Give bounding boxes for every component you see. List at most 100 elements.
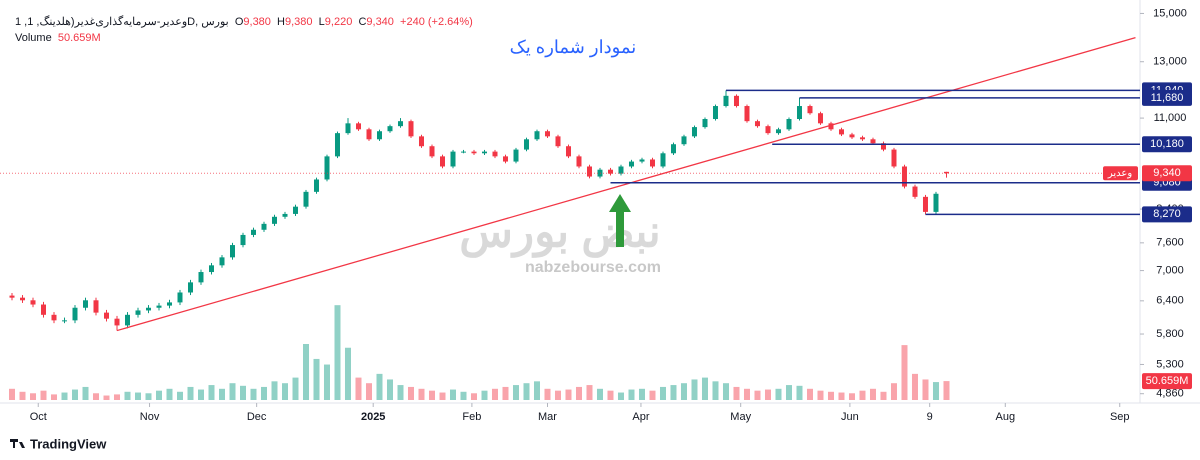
volume-bar: [376, 373, 383, 400]
volume-line: Volume 50.659M: [15, 30, 473, 46]
volume-bar: [491, 388, 498, 400]
volume-bar: [260, 386, 267, 400]
volume-bar: [61, 392, 68, 400]
candle-body: [62, 320, 68, 322]
y-tick-label: 13,000: [1153, 56, 1187, 68]
volume-bar: [670, 385, 677, 400]
x-tick-label: Aug: [995, 411, 1015, 423]
volume-bar: [145, 393, 152, 400]
volume-bar: [565, 389, 572, 400]
candle-body: [187, 282, 193, 293]
candle-body: [418, 136, 424, 147]
candle-body: [292, 206, 298, 214]
candle-body: [397, 121, 403, 127]
volume-bar: [607, 390, 614, 400]
candle-body: [376, 131, 382, 140]
h-key: H: [277, 16, 285, 28]
candle-body: [145, 307, 151, 311]
volume-bar: [502, 386, 509, 400]
x-tick-label: May: [730, 411, 751, 423]
volume-bar: [523, 383, 530, 400]
volume-bar: [239, 385, 246, 400]
x-tick-label: Feb: [462, 411, 481, 423]
x-tick-label: Nov: [140, 411, 160, 423]
volume-bar: [9, 388, 16, 400]
candle-body: [20, 297, 26, 301]
candle-body: [586, 166, 592, 177]
volume-bar: [806, 388, 813, 400]
volume-bar: [166, 388, 173, 400]
arrow-up: [609, 194, 631, 247]
volume-bar: [386, 379, 393, 400]
volume-bar: [418, 388, 425, 400]
candle-body: [765, 126, 771, 134]
candle-body: [870, 139, 876, 144]
volume-bar: [439, 392, 446, 400]
volume-bar: [30, 393, 37, 400]
candle-body: [366, 129, 372, 140]
candle-body: [313, 179, 319, 192]
y-tick-label: 7,600: [1156, 237, 1184, 249]
candle-body: [355, 123, 361, 130]
high: 9,380: [285, 16, 313, 28]
candle-body: [534, 131, 540, 140]
volume-bar: [218, 388, 225, 400]
y-tick-label: 11,000: [1154, 112, 1187, 124]
x-tick-label: Dec: [247, 411, 267, 423]
y-ticks: 15,00013,00011,0008,4007,6007,0006,4005,…: [1140, 7, 1187, 400]
volume-bar: [365, 383, 372, 400]
y-tick-label: 6,400: [1156, 295, 1184, 307]
candle-body: [30, 300, 36, 305]
last-price-label: 9,340: [1153, 167, 1181, 179]
c-key: C: [358, 16, 367, 28]
candle-body: [51, 314, 57, 321]
volume-bar: [722, 383, 729, 400]
candle-body: [9, 295, 15, 298]
symbol: 1 ,وعدیر-سرمایه‌گذاری‌غدیر(هلدینگ, 1D, ب…: [15, 16, 229, 28]
x-tick-label: Mar: [538, 411, 557, 423]
watermark: نبض بورس: [459, 208, 661, 259]
open: 9,380: [243, 16, 271, 28]
footer: TradingView: [30, 436, 107, 451]
volume-bar: [428, 390, 435, 400]
candle-body: [565, 146, 571, 157]
volume-bar: [323, 364, 330, 400]
candle-body: [649, 159, 655, 167]
candle-body: [114, 318, 120, 326]
y-tick-label: 4,860: [1156, 388, 1184, 400]
volume-bar: [638, 388, 645, 400]
candle-body: [334, 133, 340, 157]
volume-bar: [334, 305, 341, 400]
volume-value: 50.659M: [57, 32, 101, 44]
volume-bar: [134, 392, 141, 400]
candle-body: [880, 143, 886, 150]
candle-body: [250, 229, 256, 235]
volume-bar: [302, 344, 309, 400]
volume-bar: [40, 390, 47, 400]
candle-body: [691, 127, 697, 137]
volume-bar: [197, 389, 204, 400]
volume-bar: [680, 383, 687, 400]
volume-bar: [229, 383, 236, 400]
volume-bar: [838, 392, 845, 400]
candle-body: [544, 131, 550, 137]
candle-body: [607, 169, 613, 174]
volume-bar: [901, 345, 908, 400]
volume-bar: [764, 389, 771, 400]
candle-body: [891, 149, 897, 167]
volume-bar: [796, 385, 803, 400]
candle-body: [912, 186, 918, 197]
volume-bar: [281, 383, 288, 400]
candle-body: [439, 156, 445, 167]
candle-body: [901, 166, 907, 187]
candle-body: [271, 216, 277, 224]
candle-body: [93, 300, 99, 313]
volume-bar: [586, 385, 593, 400]
volume-bar: [344, 347, 351, 400]
candle-body: [124, 314, 130, 326]
volume-bar: [470, 393, 477, 400]
level-label: 8,270: [1153, 208, 1181, 220]
volume-bar: [817, 390, 824, 400]
candle-body: [229, 245, 235, 258]
candle-body: [817, 113, 823, 124]
